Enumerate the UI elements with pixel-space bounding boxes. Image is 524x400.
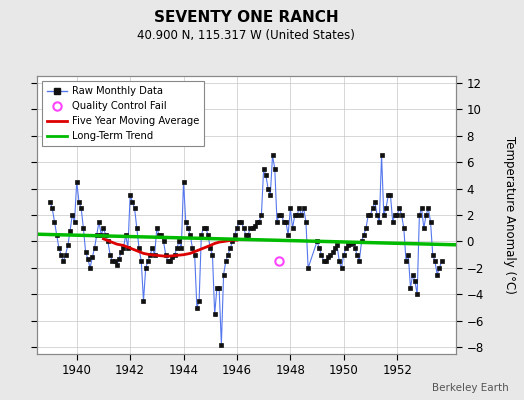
Y-axis label: Temperature Anomaly (°C): Temperature Anomaly (°C) xyxy=(503,136,516,294)
Text: 40.900 N, 115.317 W (United States): 40.900 N, 115.317 W (United States) xyxy=(137,30,355,42)
Legend: Raw Monthly Data, Quality Control Fail, Five Year Moving Average, Long-Term Tren: Raw Monthly Data, Quality Control Fail, … xyxy=(42,81,204,146)
Text: Berkeley Earth: Berkeley Earth xyxy=(432,383,508,393)
Text: SEVENTY ONE RANCH: SEVENTY ONE RANCH xyxy=(154,10,339,26)
